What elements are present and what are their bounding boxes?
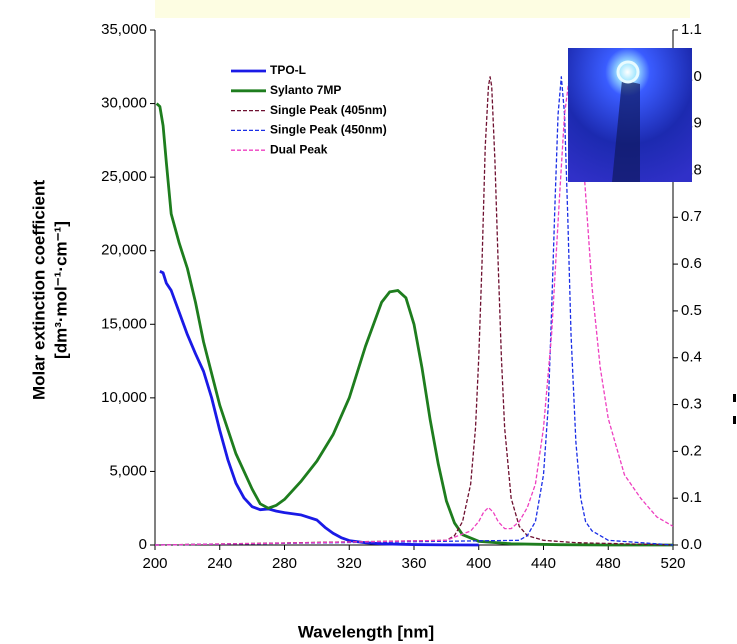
legend-label: Sylanto 7MP	[270, 83, 341, 97]
x-tick-label: 400	[466, 555, 491, 572]
y-tick-label: 0	[139, 536, 147, 553]
x-tick-label: 440	[531, 555, 556, 572]
cut-label	[733, 394, 736, 402]
y2-tick-label: 0.4	[681, 349, 702, 366]
x-tick-label: 200	[142, 555, 167, 572]
y2-tick-label: 0.1	[681, 489, 702, 506]
y2-tick-label: 0.5	[681, 302, 702, 319]
y-tick-label: 35,000	[101, 21, 147, 38]
series-line	[155, 102, 673, 547]
y2-tick-label: 0.0	[681, 536, 702, 553]
legend-label: Single Peak (450nm)	[270, 123, 387, 137]
legend-label: Single Peak (405nm)	[270, 103, 387, 117]
x-tick-label: 320	[337, 555, 362, 572]
y-tick-label: 25,000	[101, 168, 147, 185]
top-strip	[155, 0, 690, 18]
x-tick-label: 240	[207, 555, 232, 572]
y2-tick-label: 0.7	[681, 208, 702, 225]
legend-label: Dual Peak	[270, 142, 328, 156]
series-line	[154, 76, 674, 546]
y-tick-label: 10,000	[101, 389, 147, 406]
series-line	[159, 270, 479, 547]
y-tick-label: 30,000	[101, 95, 147, 112]
y-tick-label: 20,000	[101, 242, 147, 259]
x-tick-label: 280	[272, 555, 297, 572]
legend-label: TPO-L	[270, 63, 306, 77]
x-tick-label: 480	[596, 555, 621, 572]
inset-photo	[568, 48, 692, 182]
x-tick-label: 360	[401, 555, 426, 572]
y2-tick-label: 0.2	[681, 442, 702, 459]
x-tick-label: 520	[660, 555, 685, 572]
y-tick-label: 15,000	[101, 315, 147, 332]
y-axis-title: [dm³·mol⁻¹·cm⁻¹]	[51, 221, 70, 359]
y-axis-title: Molar extinction coefficient	[29, 180, 48, 400]
series-line	[154, 76, 674, 546]
y-tick-label: 5,000	[109, 462, 147, 479]
cut-label	[733, 416, 736, 424]
y2-tick-label: 0.6	[681, 255, 702, 272]
plot-area: 0 5,000 10,000 15,000 20,000 25,000 30,000 35,0…	[101, 21, 702, 572]
x-axis-title: Wavelength [nm]	[298, 622, 434, 641]
series-line	[154, 76, 674, 546]
y2-tick-label: 1.1	[681, 21, 702, 38]
y2-tick-label: 0.3	[681, 396, 702, 413]
